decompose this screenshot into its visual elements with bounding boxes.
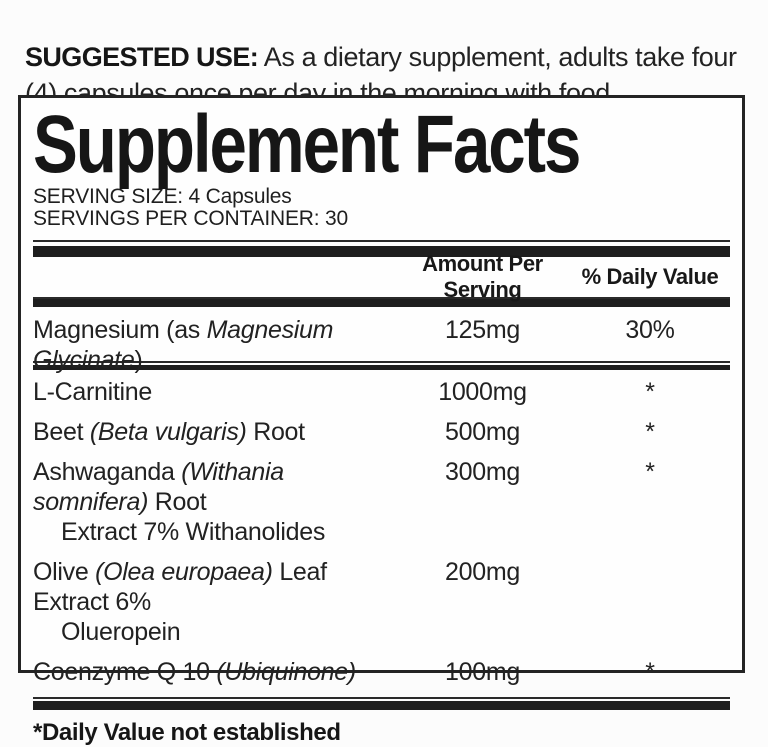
table-row-beet: Beet (Beta vulgaris) Root 500mg *	[33, 417, 730, 447]
daily-value: *	[645, 458, 655, 486]
column-header-amount: Amount Per Serving	[422, 251, 543, 302]
ingredient-name: L-Carnitine	[33, 378, 152, 406]
ingredient-name: Beet (Beta vulgaris) Root	[33, 418, 305, 446]
separator-medium	[33, 361, 730, 370]
table-row-coenzyme-q10: Coenzyme Q 10 (Ubiquinone) 100mg *	[33, 657, 730, 687]
table-row-olive: Olive (Olea europaea) Leaf Extract 6% Olu…	[33, 557, 730, 647]
panel-title: Supplement Facts	[33, 99, 581, 190]
table-row-ashwaganda: Ashwaganda (Withania somnifera) Root Extr…	[33, 457, 730, 547]
table-row-l-carnitine: L-Carnitine 1000mg *	[33, 377, 730, 407]
amount-value: 100mg	[445, 658, 520, 686]
separator-heavy	[33, 697, 730, 710]
amount-value: 1000mg	[438, 378, 527, 406]
daily-value: 30%	[625, 316, 675, 344]
amount-value: 125mg	[445, 316, 520, 344]
daily-value: *	[645, 418, 655, 446]
amount-value: 500mg	[445, 418, 520, 446]
daily-value: *	[645, 378, 655, 406]
daily-value: *	[645, 658, 655, 686]
serving-size: SERVING SIZE: 4 Capsules	[33, 185, 292, 208]
supplement-facts-panel: Supplement Facts SERVING SIZE: 4 Capsule…	[18, 95, 745, 746]
amount-value: 300mg	[445, 458, 520, 486]
amount-value: 200mg	[445, 558, 520, 586]
ingredient-name: Ashwaganda (Withania somnifera) Root Extr…	[33, 458, 326, 546]
column-header-daily-value: % Daily Value	[581, 264, 719, 289]
ingredient-rows: L-Carnitine 1000mg * Beet (Beta vulgaris…	[33, 370, 730, 687]
daily-value-footnote: *Daily Value not established	[33, 719, 341, 746]
servings-per-container: SERVINGS PER CONTAINER: 30	[33, 207, 348, 230]
suggested-use-label: SUGGESTED USE:	[25, 42, 259, 72]
separator-heavy	[33, 240, 730, 257]
separator-heavy	[33, 297, 730, 307]
ingredient-name: Olive (Olea europaea) Leaf Extract 6% Olu…	[33, 558, 327, 646]
ingredient-name: Coenzyme Q 10 (Ubiquinone)	[33, 658, 356, 686]
column-header-row: Amount Per Serving % Daily Value	[33, 251, 730, 302]
ingredient-name: Magnesium (as Magnesium Glycinate)	[33, 316, 334, 374]
table-row-magnesium: Magnesium (as Magnesium Glycinate) 125mg…	[33, 307, 730, 374]
